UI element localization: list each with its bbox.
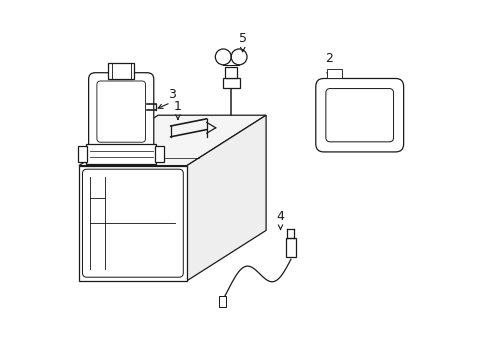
Bar [86,144,156,164]
Text: 1: 1 [174,100,182,113]
FancyBboxPatch shape [88,73,153,150]
Polygon shape [79,115,265,166]
Bar [326,69,341,78]
Text: 5: 5 [238,32,246,45]
Bar [223,78,239,88]
Bar [225,67,237,78]
Text: 4: 4 [276,210,284,223]
Bar [78,146,87,162]
Polygon shape [79,166,186,281]
Bar [219,297,225,307]
Polygon shape [186,115,265,281]
FancyBboxPatch shape [315,78,403,152]
Text: 2: 2 [325,52,332,65]
Bar [285,238,295,257]
FancyBboxPatch shape [97,81,145,142]
FancyBboxPatch shape [325,89,393,142]
Bar [155,146,164,162]
Bar [108,63,134,79]
Text: 3: 3 [168,88,176,101]
FancyBboxPatch shape [82,169,183,277]
